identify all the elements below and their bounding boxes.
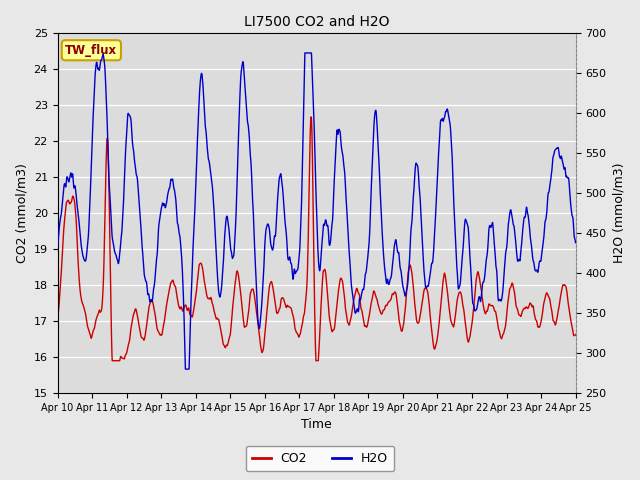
Text: TW_flux: TW_flux xyxy=(65,44,117,57)
Y-axis label: H2O (mmol/m3): H2O (mmol/m3) xyxy=(612,163,625,264)
Title: LI7500 CO2 and H2O: LI7500 CO2 and H2O xyxy=(244,15,389,29)
X-axis label: Time: Time xyxy=(301,419,332,432)
Legend: CO2, H2O: CO2, H2O xyxy=(246,446,394,471)
Y-axis label: CO2 (mmol/m3): CO2 (mmol/m3) xyxy=(15,163,28,263)
